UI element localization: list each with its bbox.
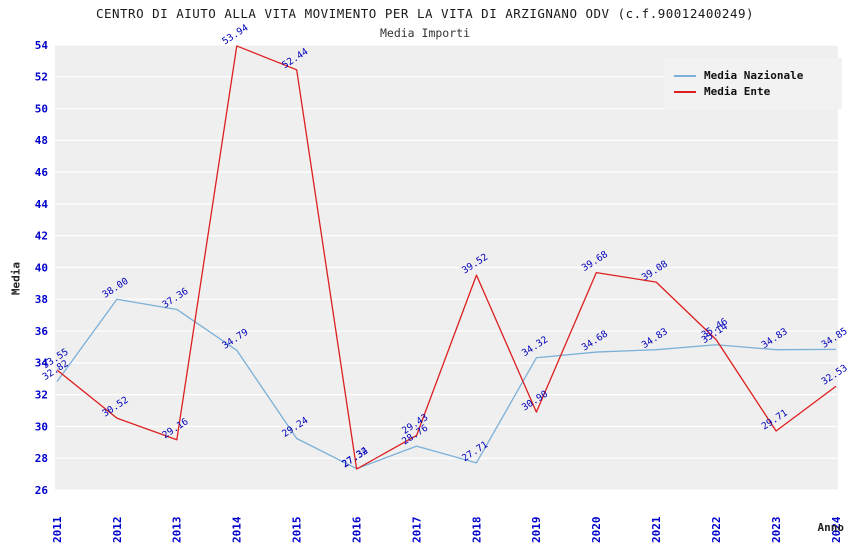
svg-text:2015: 2015 xyxy=(291,517,304,544)
legend-label: Media Ente xyxy=(704,85,771,98)
chart-subtitle: Media Importi xyxy=(379,26,470,40)
svg-text:32: 32 xyxy=(35,388,48,401)
svg-text:46: 46 xyxy=(35,166,49,179)
svg-text:2018: 2018 xyxy=(470,517,483,544)
svg-text:40: 40 xyxy=(35,261,48,274)
legend-item-media-nazionale: Media Nazionale xyxy=(674,69,832,82)
svg-text:48: 48 xyxy=(35,134,48,147)
legend-label: Media Nazionale xyxy=(704,69,804,82)
svg-text:52: 52 xyxy=(35,71,48,84)
svg-text:2017: 2017 xyxy=(410,517,423,544)
legend-item-media-ente: Media Ente xyxy=(674,85,832,98)
svg-text:30: 30 xyxy=(35,420,48,433)
svg-text:2016: 2016 xyxy=(350,516,363,543)
svg-text:2020: 2020 xyxy=(590,517,603,544)
svg-text:34: 34 xyxy=(35,357,49,370)
svg-text:2014: 2014 xyxy=(231,516,244,543)
svg-text:2019: 2019 xyxy=(530,517,543,544)
svg-text:28: 28 xyxy=(35,452,48,465)
chart-title: CENTRO DI AIUTO ALLA VITA MOVIMENTO PER … xyxy=(95,6,755,21)
svg-text:2021: 2021 xyxy=(650,516,663,543)
svg-text:2023: 2023 xyxy=(770,517,783,544)
x-axis-label: Anno xyxy=(817,521,845,534)
svg-text:44: 44 xyxy=(35,198,49,211)
svg-text:2013: 2013 xyxy=(171,517,184,544)
legend-line-nazionale-icon xyxy=(674,74,696,77)
svg-text:38: 38 xyxy=(35,293,48,306)
svg-text:54: 54 xyxy=(35,39,49,52)
y-axis-label: Media xyxy=(9,261,23,296)
svg-text:26: 26 xyxy=(35,484,49,497)
legend: Media Nazionale Media Ente xyxy=(664,58,842,109)
svg-text:2012: 2012 xyxy=(111,517,124,544)
svg-text:2011: 2011 xyxy=(51,516,64,543)
svg-text:2022: 2022 xyxy=(710,517,723,544)
legend-line-ente-icon xyxy=(674,90,696,93)
svg-text:2024: 2024 xyxy=(830,516,843,543)
svg-text:42: 42 xyxy=(35,230,48,243)
svg-text:50: 50 xyxy=(35,102,48,115)
svg-text:36: 36 xyxy=(35,325,49,338)
svg-text:53.94: 53.94 xyxy=(220,22,250,47)
